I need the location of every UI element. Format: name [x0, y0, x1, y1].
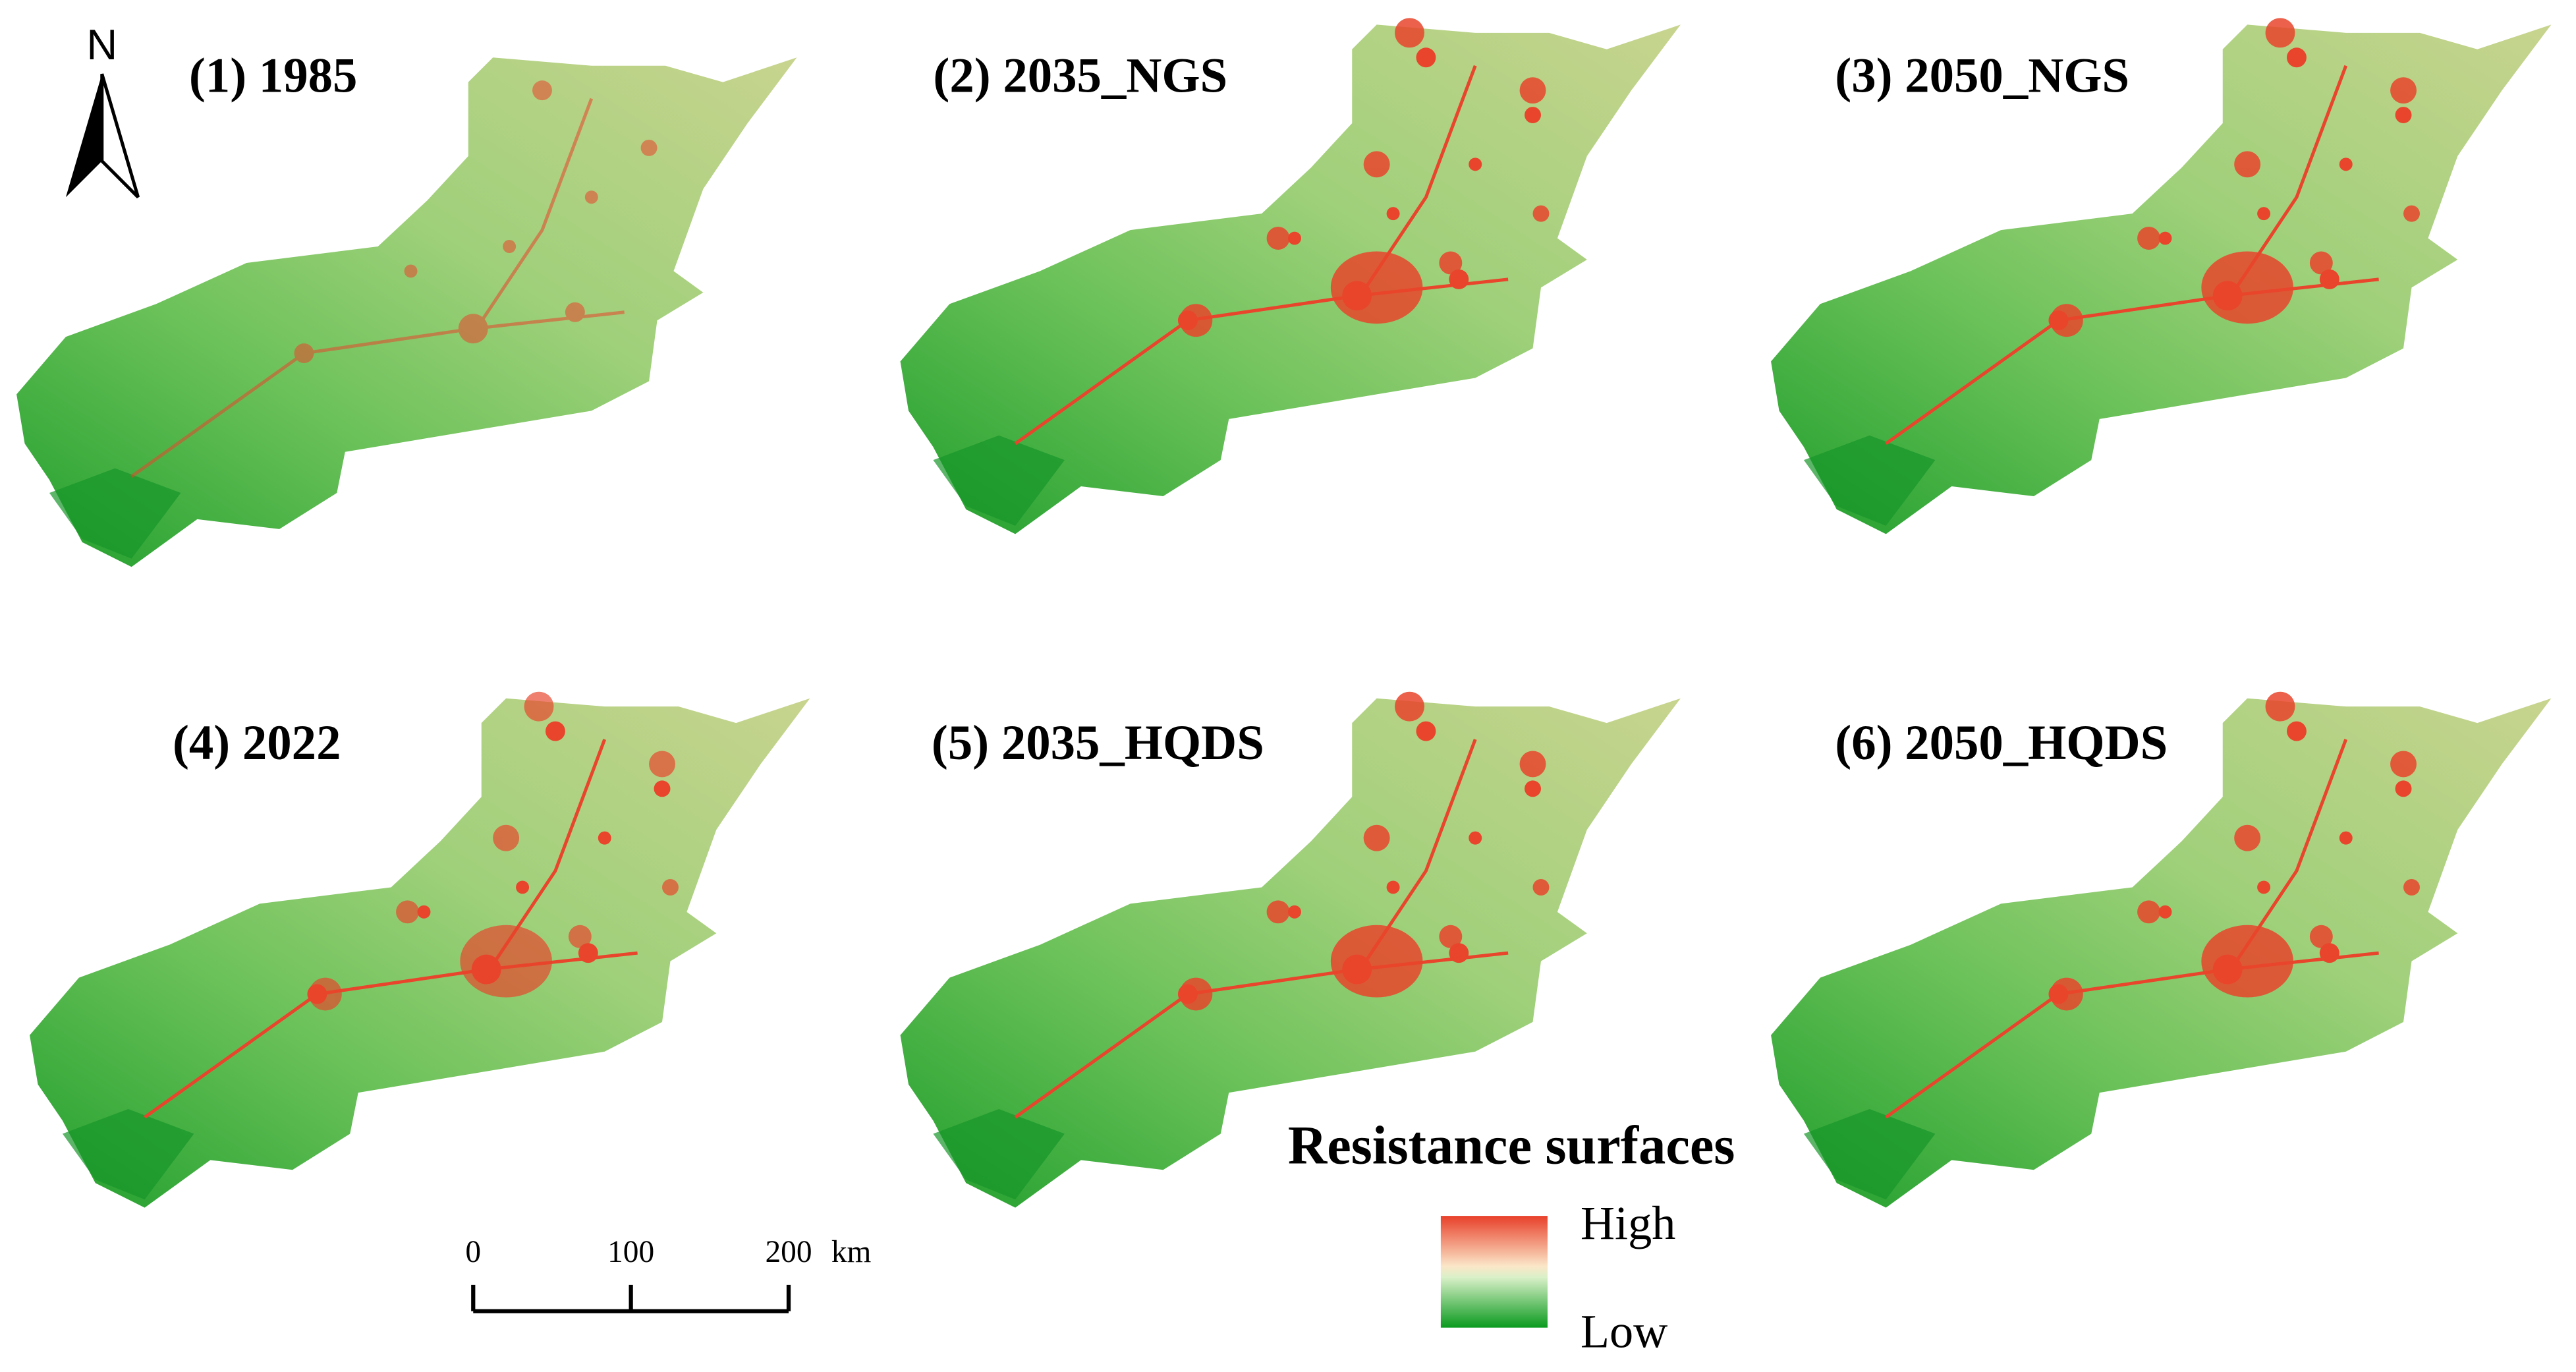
scale-label: 100	[607, 1235, 654, 1269]
panel-label: (4) 2022	[173, 716, 341, 770]
map-panel	[16, 57, 797, 567]
legend-high: High	[1581, 1197, 1676, 1249]
scale-bar: 0 100 200 km	[465, 1235, 872, 1313]
map-panel	[30, 691, 810, 1208]
scale-unit: km	[831, 1235, 872, 1269]
north-arrow	[100, 73, 140, 198]
panel-label: (5) 2035_HQDS	[932, 716, 1264, 770]
north-arrow	[65, 74, 102, 198]
panel-label: (3) 2050_NGS	[1835, 49, 2129, 103]
north-label: N	[86, 20, 117, 69]
panel-label: (6) 2050_HQDS	[1835, 716, 2168, 770]
legend-low: Low	[1581, 1305, 1668, 1358]
legend-ramp	[1440, 1216, 1548, 1328]
panel-label: (2) 2035_NGS	[933, 49, 1227, 103]
scale-label: 200	[765, 1235, 812, 1269]
scale-label: 0	[465, 1235, 481, 1269]
legend-title: Resistance surfaces	[1288, 1115, 1735, 1175]
panel-label: (1) 1985	[189, 49, 358, 103]
